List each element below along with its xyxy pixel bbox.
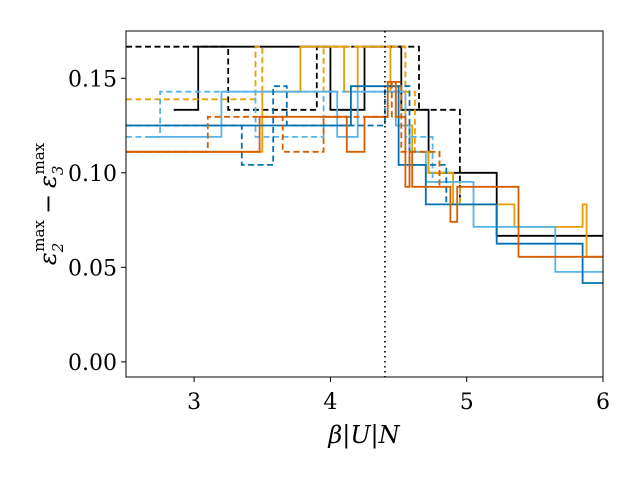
x-tick-label: 4: [323, 390, 337, 415]
x-axis-label: β|U|N: [327, 421, 400, 450]
plot-frame: [125, 30, 604, 378]
y-tick-label: 0.10: [68, 162, 117, 187]
x-tick-label: 3: [187, 390, 201, 415]
y-tick-label: 0.00: [68, 351, 117, 376]
y-axis-label: ε2max−ε3max: [30, 142, 67, 265]
y-tick-label: 0.15: [68, 67, 117, 92]
series-line-6-dashed: [126, 90, 454, 183]
x-tick-label: 5: [460, 390, 474, 415]
y-axis: 0.00 0.05 0.10 0.15: [68, 67, 126, 376]
y-label-eps2-sup: max: [30, 220, 48, 252]
y-label-eps2-sub: 2: [49, 243, 67, 254]
series-layer: [126, 45, 603, 284]
y-label-minus: −: [34, 194, 62, 214]
y-label-eps3: ε: [34, 175, 62, 188]
x-axis: 3 4 5 6: [187, 377, 610, 415]
series-line-7-solid: [126, 85, 603, 284]
x-tick-label: 6: [596, 390, 610, 415]
svg-text:ε2max−ε3max: ε2max−ε3max: [30, 142, 67, 265]
y-label-eps3-sup: max: [30, 142, 48, 174]
series-line-5-solid: [146, 90, 603, 273]
series-line-10-dashed: [126, 81, 441, 187]
y-tick-label: 0.05: [68, 256, 117, 281]
y-label-eps2: ε: [34, 252, 62, 265]
y-label-eps3-sub: 3: [49, 166, 67, 176]
series-line-8-dashed: [126, 85, 448, 205]
